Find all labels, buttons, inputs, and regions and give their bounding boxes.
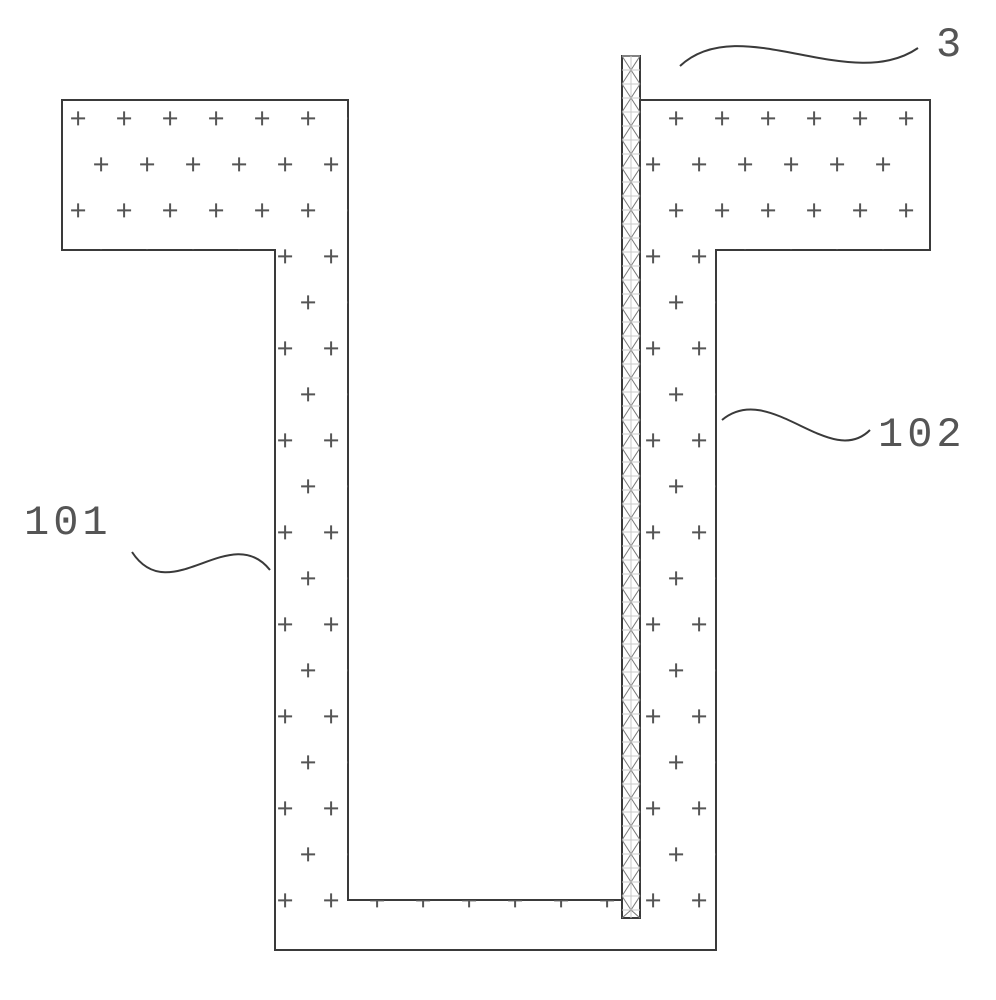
label-l3: 3 <box>680 21 965 69</box>
label-l102-text: 102 <box>878 411 966 459</box>
label-l3-text: 3 <box>936 21 965 69</box>
label-l101: 101 <box>24 499 270 572</box>
element-3-strip <box>622 56 640 918</box>
label-l102: 102 <box>722 409 966 459</box>
label-l101-text: 101 <box>24 499 112 547</box>
cross-section-body <box>62 100 930 950</box>
